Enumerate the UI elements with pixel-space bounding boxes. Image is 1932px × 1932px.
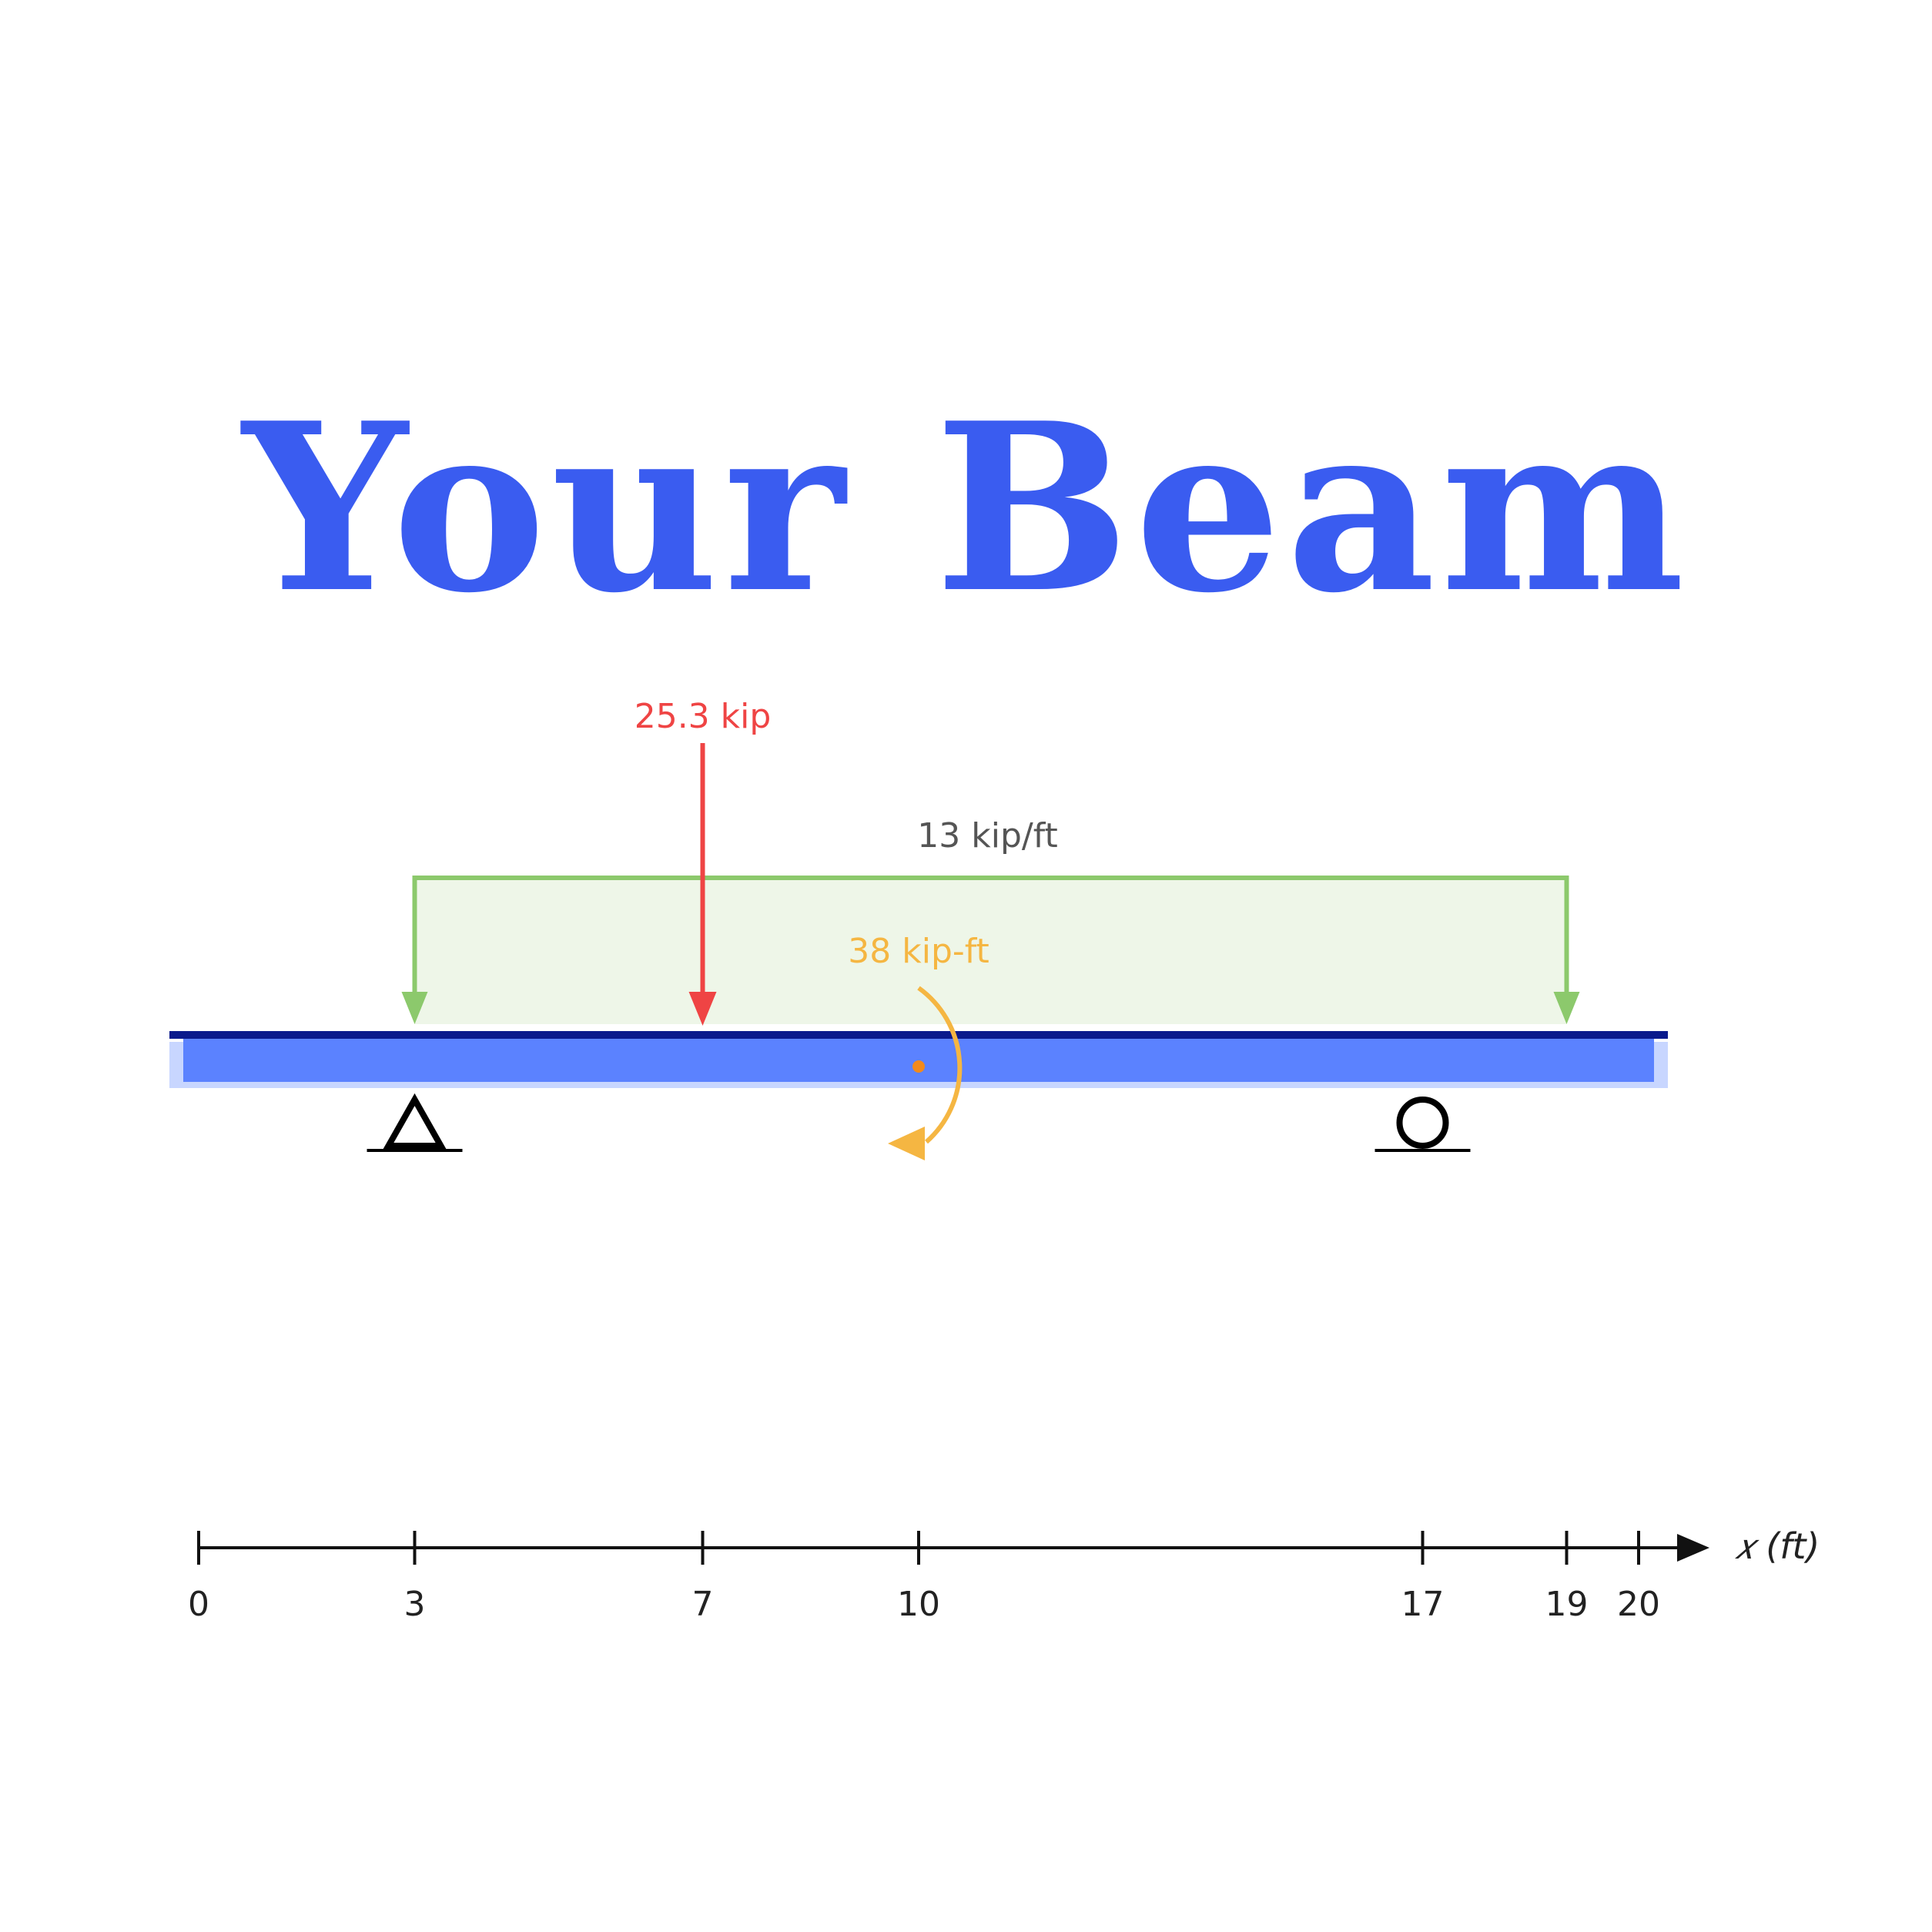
roller-support-icon (1396, 1097, 1449, 1149)
axis-tick-label: 20 (1617, 1585, 1660, 1624)
distributed-load-area (414, 878, 1567, 1024)
point-load-arrow-head (688, 992, 717, 1026)
distributed-load-outline (412, 876, 1569, 993)
axis-tick-label: 10 (897, 1585, 940, 1624)
support-roller (1374, 1097, 1471, 1152)
axis-tick-label: 0 (188, 1585, 209, 1624)
point-load-label: 25.3 kip (635, 697, 772, 736)
axis-label: 𝑥 (ft) (1735, 1525, 1820, 1567)
distributed-load-label: 13 kip/ft (917, 816, 1057, 856)
distributed-load-arrow-left (401, 992, 428, 1024)
axis-tick-label: 17 (1401, 1585, 1445, 1624)
supports (367, 1093, 1471, 1152)
beam-top-edge (169, 1031, 1668, 1039)
moment-arc (917, 986, 963, 1144)
distributed-load-arrow-right (1553, 992, 1580, 1024)
page-title: Your Beam (242, 372, 1690, 644)
axis-tick-label: 3 (404, 1585, 426, 1624)
axis-arrow-head (1677, 1534, 1709, 1562)
moment-arrow-head (888, 1127, 925, 1160)
beam (183, 1036, 1654, 1082)
pin-support-icon (383, 1093, 447, 1149)
position-axis: 0 3 7 10 17 19 20 𝑥 (ft) (188, 1525, 1820, 1624)
moment-label: 38 kip-ft (848, 932, 989, 971)
axis-tick-label: 7 (692, 1585, 714, 1624)
support-pin (367, 1093, 463, 1152)
moment-point (912, 1060, 925, 1073)
axis-tick-label: 19 (1545, 1585, 1589, 1624)
